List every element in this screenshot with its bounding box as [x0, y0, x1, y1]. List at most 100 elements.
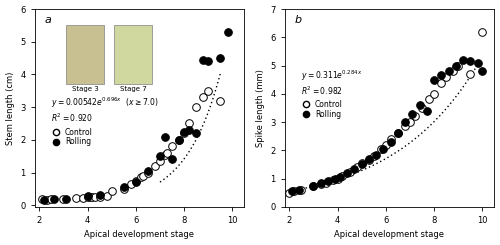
Point: [438, 74, 446, 77]
Point: [180, 130, 188, 134]
Point: [144, 171, 152, 174]
Point: [331, 177, 339, 181]
Point: [108, 189, 116, 193]
Point: [365, 157, 373, 161]
Point: [200, 58, 207, 62]
Point: [48, 197, 56, 201]
Point: [156, 159, 164, 163]
Point: [466, 72, 474, 76]
Point: [394, 131, 402, 135]
Text: $R^2 = 0.982$: $R^2 = 0.982$: [302, 84, 344, 97]
Point: [96, 195, 104, 199]
Point: [224, 30, 232, 34]
Point: [423, 109, 431, 113]
Point: [161, 135, 169, 138]
Point: [430, 78, 438, 82]
Point: [176, 138, 184, 142]
Point: [96, 194, 104, 197]
Point: [334, 177, 342, 181]
Point: [139, 174, 147, 178]
Point: [168, 144, 176, 148]
Point: [161, 153, 169, 157]
Point: [60, 197, 68, 201]
Point: [386, 137, 394, 141]
Point: [185, 122, 193, 125]
Point: [418, 106, 426, 110]
Point: [350, 167, 358, 171]
Point: [286, 191, 294, 195]
Point: [62, 197, 70, 201]
Point: [324, 180, 332, 184]
Point: [288, 189, 296, 193]
Point: [120, 185, 128, 189]
Y-axis label: Stem length (cm): Stem length (cm): [6, 71, 15, 145]
Point: [411, 114, 419, 118]
Point: [408, 112, 416, 116]
Point: [386, 140, 394, 144]
Point: [394, 131, 402, 135]
Point: [377, 147, 385, 151]
Point: [72, 196, 80, 200]
Point: [430, 92, 438, 96]
Point: [84, 194, 92, 198]
Legend: Control, Rolling: Control, Rolling: [49, 128, 92, 146]
Point: [42, 198, 50, 202]
Point: [151, 164, 159, 168]
Point: [136, 175, 144, 179]
Text: Stage 3: Stage 3: [72, 86, 99, 92]
Point: [444, 69, 452, 73]
Point: [310, 184, 318, 188]
Text: b: b: [295, 15, 302, 25]
Point: [38, 197, 46, 201]
Point: [86, 195, 94, 199]
Point: [358, 162, 366, 166]
Text: a: a: [45, 15, 52, 25]
FancyBboxPatch shape: [114, 25, 152, 84]
Point: [310, 184, 318, 188]
Point: [163, 151, 171, 155]
Point: [127, 182, 135, 186]
Point: [40, 198, 48, 202]
Point: [204, 59, 212, 63]
Text: $y = 0.311e^{0.284x}$: $y = 0.311e^{0.284x}$: [302, 68, 362, 83]
Point: [322, 181, 330, 185]
Point: [442, 75, 450, 79]
Point: [329, 178, 337, 182]
Point: [406, 120, 414, 124]
Point: [478, 69, 486, 73]
Point: [346, 170, 354, 173]
Point: [338, 174, 346, 178]
Point: [316, 182, 324, 186]
Y-axis label: Spike length (mm): Spike length (mm): [256, 69, 264, 147]
Point: [290, 189, 298, 193]
Point: [84, 195, 92, 199]
Point: [426, 98, 434, 101]
Legend: Control, Rolling: Control, Rolling: [299, 100, 343, 119]
Point: [365, 158, 373, 162]
Point: [132, 180, 140, 184]
Point: [438, 81, 446, 85]
Point: [103, 194, 111, 198]
Point: [132, 179, 140, 183]
Point: [452, 64, 460, 68]
Point: [372, 153, 380, 157]
Point: [216, 56, 224, 60]
Point: [316, 181, 324, 185]
Point: [79, 196, 87, 200]
Point: [416, 103, 424, 107]
Point: [353, 165, 361, 169]
Point: [459, 58, 467, 62]
Point: [200, 95, 207, 99]
Point: [401, 124, 409, 128]
Point: [336, 175, 344, 179]
Text: $y = 0.00542e^{0.696x}$  $(x \geq 7.0)$: $y = 0.00542e^{0.696x}$ $(x \geq 7.0)$: [52, 96, 159, 110]
Point: [88, 195, 96, 199]
X-axis label: Apical development stage: Apical development stage: [334, 231, 444, 239]
FancyBboxPatch shape: [66, 25, 104, 84]
Point: [380, 147, 388, 151]
Text: Stage 7: Stage 7: [120, 86, 146, 92]
Point: [298, 188, 306, 192]
Point: [401, 120, 409, 124]
X-axis label: Apical development stage: Apical development stage: [84, 231, 194, 239]
Point: [176, 138, 184, 142]
